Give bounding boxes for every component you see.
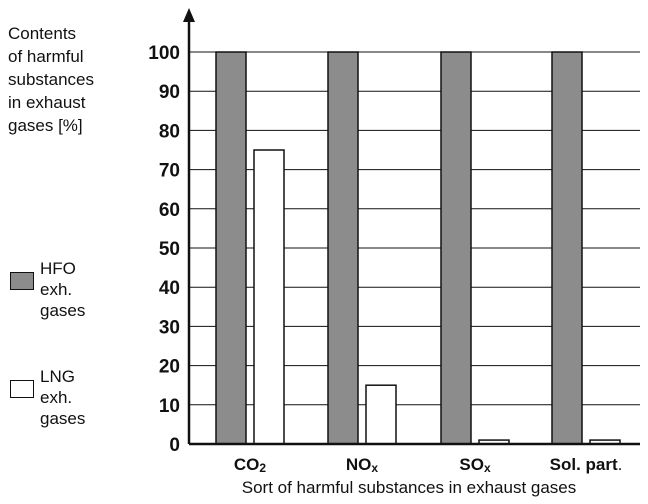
legend-item-hfo: HFO exh. gases [10, 258, 85, 321]
legend-swatch-hfo [10, 272, 34, 290]
bar-series0-cat3 [551, 51, 583, 445]
bar-series0-cat1 [327, 51, 359, 445]
y-tick-label-10: 10 [159, 396, 180, 417]
y-tick-label-90: 90 [159, 82, 180, 103]
bar-series0-cat2 [440, 51, 472, 445]
y-tick-label-20: 20 [159, 357, 180, 378]
bar-series1-cat1 [365, 384, 397, 445]
bar-series1-cat0 [253, 149, 285, 445]
y-tick-label-80: 80 [159, 121, 180, 142]
x-tick-label-1: NOx [346, 455, 379, 475]
legend-label-hfo: HFO exh. gases [40, 259, 86, 320]
y-axis-label: Contents of harmful substances in exhaus… [8, 24, 94, 135]
bar-series0-cat0 [215, 51, 247, 445]
y-tick-label-30: 30 [159, 317, 180, 338]
y-tick-label-40: 40 [159, 278, 180, 299]
y-tick-label-0: 0 [169, 435, 180, 456]
y-tick-label-70: 70 [159, 161, 180, 182]
x-tick-label-0: CO2 [234, 455, 267, 475]
legend-label-lng: LNG exh. gases [40, 367, 86, 428]
x-axis-label: Sort of harmful substances in exhaust ga… [241, 478, 577, 497]
legend-item-lng: LNG exh. gases [10, 366, 85, 429]
y-axis-arrow [183, 8, 195, 22]
y-tick-label-60: 60 [159, 200, 180, 221]
legend-swatch-lng [10, 380, 34, 398]
y-tick-label-100: 100 [148, 43, 180, 64]
y-tick-label-50: 50 [159, 239, 180, 260]
x-tick-label-2: SOx [459, 455, 491, 475]
x-tick-label-3: Sol. part. [550, 455, 623, 474]
